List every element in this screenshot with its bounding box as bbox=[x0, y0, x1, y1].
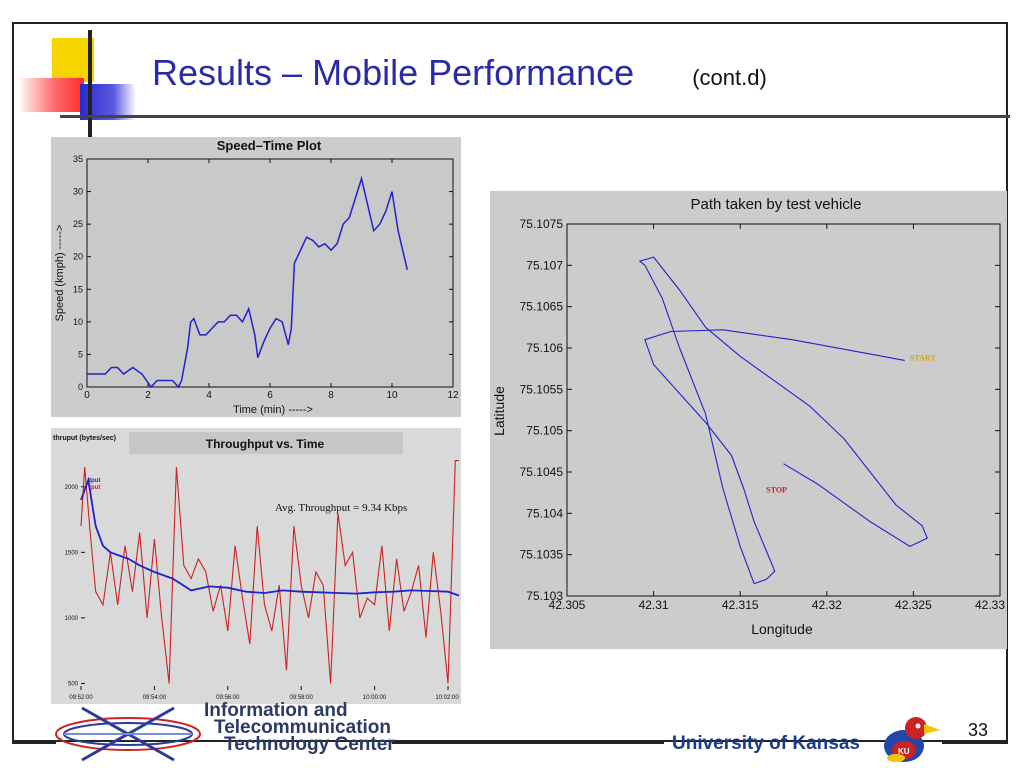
speed-ytick-label: 15 bbox=[73, 284, 83, 294]
speed-ytick-label: 30 bbox=[73, 187, 83, 197]
title-main: Results – Mobile Performance bbox=[152, 52, 635, 93]
tput-legend-1: tput bbox=[89, 478, 100, 484]
speed-ytick-label: 35 bbox=[73, 154, 83, 164]
itc-logo bbox=[55, 706, 201, 762]
speed-xtick-label: 10 bbox=[386, 390, 398, 401]
itc-wordmark: Information and Telecommunication Techno… bbox=[204, 700, 395, 755]
speed-xtick-label: 6 bbox=[267, 390, 273, 401]
page-number: 33 bbox=[968, 720, 989, 740]
tput-legend-2: tput bbox=[89, 485, 100, 491]
speed-ytick-label: 20 bbox=[73, 252, 83, 262]
path-xtick-label: 42.32 bbox=[812, 598, 842, 612]
tput-xtick-label: 10:02:00 bbox=[435, 695, 459, 701]
tput-plot-area bbox=[81, 454, 459, 690]
tput-title-band bbox=[129, 432, 403, 454]
path-ytick-label: 75.1055 bbox=[520, 382, 564, 396]
speed-chart-title: Speed–Time Plot bbox=[217, 138, 322, 153]
path-ytick-label: 75.103 bbox=[526, 589, 563, 603]
speed-xtick-label: 0 bbox=[84, 390, 90, 401]
path-ytick-label: 75.1035 bbox=[520, 548, 564, 562]
slide-frame bbox=[12, 22, 1008, 742]
itc-line-3: Technology Center bbox=[224, 734, 395, 755]
path-chart: Path taken by test vehicle Longitude Lat… bbox=[490, 191, 1007, 649]
title-rule bbox=[60, 115, 1010, 118]
path-xtick-label: 42.33 bbox=[975, 598, 1005, 612]
yellow-square bbox=[52, 38, 94, 82]
path-ytick-label: 75.106 bbox=[526, 341, 563, 355]
speed-xtick-label: 12 bbox=[447, 390, 459, 401]
path-route-line bbox=[639, 256, 928, 585]
red-square bbox=[18, 78, 84, 112]
tput-ytick-label: 2000 bbox=[65, 485, 79, 491]
path-plot-area bbox=[566, 223, 1001, 597]
path-ytick-label: 75.1075 bbox=[520, 217, 564, 231]
path-xtick-label: 42.315 bbox=[722, 598, 759, 612]
speed-ytick-label: 25 bbox=[73, 219, 83, 229]
path-annotation-stop: STOP bbox=[766, 486, 787, 495]
speed-xtick-label: 4 bbox=[206, 390, 212, 401]
vertical-bar bbox=[88, 30, 92, 138]
footer-line-left bbox=[12, 742, 56, 744]
speed-ytick-label: 5 bbox=[78, 349, 83, 359]
tput-chart-title: Throughput vs. Time bbox=[206, 437, 325, 451]
path-xtick-label: 42.325 bbox=[895, 598, 932, 612]
path-ytick-label: 75.105 bbox=[526, 424, 563, 438]
speed-plot-area bbox=[86, 158, 454, 388]
university-name: University of Kansas bbox=[672, 733, 860, 754]
speed-xtick-label: 8 bbox=[328, 390, 334, 401]
footer-line-right bbox=[942, 742, 1008, 744]
path-xtick-label: 42.31 bbox=[639, 598, 669, 612]
tput-ytick-label: 1000 bbox=[65, 616, 79, 622]
footer-line-middle bbox=[392, 742, 664, 744]
tput-xtick-label: 09:58:00 bbox=[290, 695, 314, 701]
path-chart-title: Path taken by test vehicle bbox=[691, 196, 862, 213]
speed-ytick-label: 0 bbox=[78, 382, 83, 392]
tput-xtick-label: 09:54:00 bbox=[143, 695, 167, 701]
path-xtick-label: 42.305 bbox=[549, 598, 586, 612]
tput-xtick-label: 09:56:00 bbox=[216, 695, 240, 701]
tput-series-red bbox=[80, 460, 459, 684]
title-decoration bbox=[0, 0, 150, 140]
tput-series-blue bbox=[80, 476, 460, 597]
tput-annotation: Avg. Throughput = 9.34 Kbps bbox=[275, 502, 407, 514]
tput-xtick-label: 09:52:00 bbox=[69, 695, 93, 701]
tput-ytick-label: 500 bbox=[68, 681, 79, 687]
itc-line-1: Information and bbox=[204, 700, 348, 721]
speed-xlabel: Time (min) -----> bbox=[233, 404, 313, 416]
speed-ytick-label: 10 bbox=[73, 317, 83, 327]
tput-ytick-label: 1500 bbox=[65, 550, 79, 556]
tput-ylabel: thruput (bytes/sec) bbox=[53, 435, 116, 442]
speed-series-line bbox=[87, 175, 409, 389]
jayhawk-mascot-icon: KU bbox=[884, 717, 940, 762]
svg-text:KU: KU bbox=[898, 747, 910, 756]
speed-ylabel: Speed (kmph) -----> bbox=[54, 225, 66, 322]
speed-time-chart: Speed–Time Plot Time (min) -----> Speed … bbox=[51, 137, 461, 417]
path-ytick-label: 75.1045 bbox=[520, 465, 564, 479]
itc-line-2: Telecommunication bbox=[214, 717, 392, 738]
path-ytick-label: 75.1065 bbox=[520, 300, 564, 314]
path-xlabel: Longitude bbox=[751, 621, 813, 637]
throughput-chart: Throughput vs. Time thruput (bytes/sec) … bbox=[51, 428, 461, 704]
path-ytick-label: 75.104 bbox=[526, 506, 563, 520]
tput-xtick-label: 10:00:00 bbox=[363, 695, 387, 701]
path-ylabel: Latitude bbox=[491, 386, 507, 436]
speed-xtick-label: 2 bbox=[145, 390, 151, 401]
path-annotation-start: START bbox=[910, 353, 936, 362]
path-ytick-label: 75.107 bbox=[526, 258, 563, 272]
title-suffix: (cont.d) bbox=[692, 65, 767, 90]
page-title: Results – Mobile Performance (cont.d) bbox=[152, 52, 767, 94]
